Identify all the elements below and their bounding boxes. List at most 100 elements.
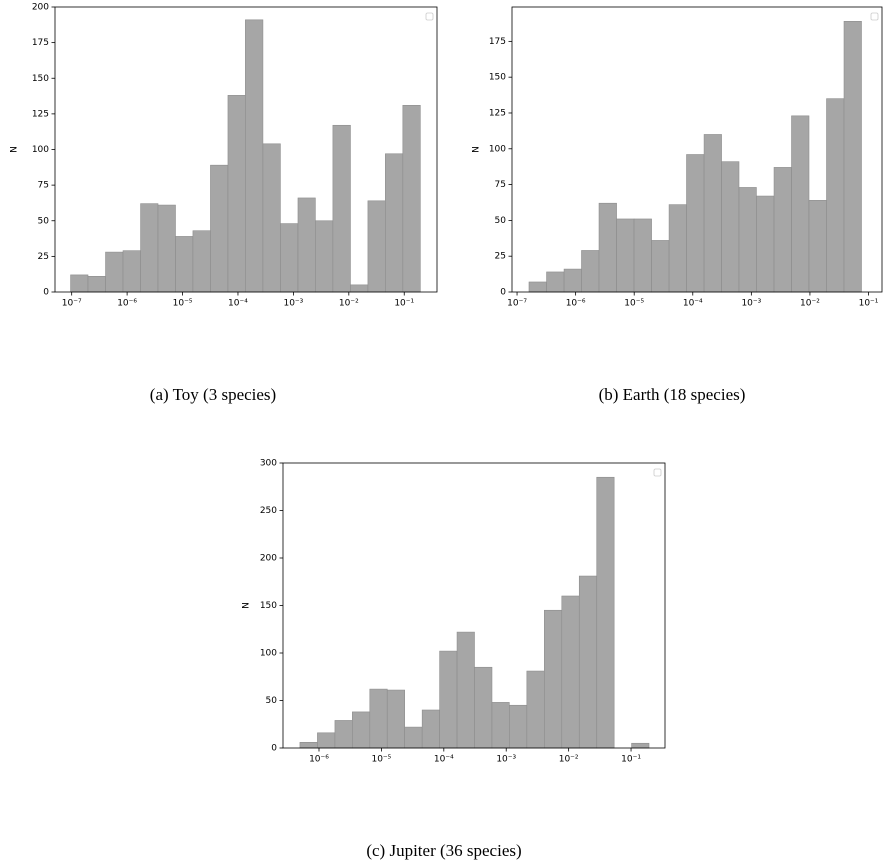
bar (528, 281, 547, 293)
y-axis-label: N (472, 146, 482, 153)
x-tick-label: 10⁻⁷ (507, 299, 527, 309)
bar (210, 164, 229, 293)
y-tick-label: 250 (260, 506, 277, 516)
y-tick-label: 25 (38, 252, 49, 262)
y-axis-label: N (242, 602, 252, 609)
y-tick-label: 300 (260, 459, 277, 469)
bar (369, 688, 388, 749)
bar (456, 631, 475, 749)
bar (439, 650, 458, 749)
bar (561, 595, 580, 749)
x-tick-label: 10⁻³ (496, 755, 516, 765)
x-tick-label: 10⁻⁵ (173, 299, 193, 309)
bar (175, 236, 194, 293)
y-tick-label: 175 (32, 38, 49, 48)
bar (843, 21, 862, 293)
bar (122, 250, 141, 293)
bar (491, 702, 510, 749)
y-tick-label: 100 (260, 649, 277, 659)
y-tick-label: 150 (260, 601, 277, 611)
x-tick-label: 10⁻⁶ (309, 755, 329, 765)
y-tick-label: 25 (495, 252, 506, 262)
bar (350, 284, 369, 293)
x-tick-label: 10⁻⁵ (624, 299, 644, 309)
bar (826, 98, 845, 293)
bar (386, 689, 405, 749)
caption: (b) Earth (18 species) (599, 385, 746, 404)
legend-box (425, 12, 434, 21)
x-tick-label: 10⁻⁶ (566, 299, 586, 309)
bar (262, 143, 281, 293)
bar (808, 200, 827, 293)
y-axis-label: N (10, 146, 20, 153)
bar (245, 19, 264, 293)
bar (686, 154, 705, 293)
bar (738, 187, 757, 293)
bar (332, 124, 351, 293)
bar (352, 711, 371, 749)
bar (105, 251, 124, 293)
bar (581, 250, 600, 293)
y-tick-label: 200 (32, 3, 49, 13)
bar (563, 268, 582, 293)
bar (578, 575, 598, 749)
bar (703, 134, 722, 293)
bar (385, 153, 404, 293)
bar (633, 218, 652, 293)
bar (402, 105, 421, 293)
y-tick-label: 0 (43, 288, 49, 298)
bar (668, 204, 687, 293)
x-tick-label: 10⁻⁴ (683, 299, 703, 309)
x-tick-label: 10⁻² (559, 755, 579, 765)
y-tick-label: 75 (38, 181, 49, 191)
bar (157, 204, 176, 293)
legend-box (870, 12, 879, 21)
bar (299, 741, 318, 749)
bar (616, 218, 635, 293)
y-tick-label: 125 (32, 109, 49, 119)
bar (87, 276, 106, 293)
bar (315, 220, 334, 293)
x-tick-label: 10⁻³ (741, 299, 761, 309)
bar (140, 203, 159, 293)
axes-frame (511, 6, 883, 293)
bar (791, 115, 810, 293)
bar (404, 726, 423, 749)
y-tick-label: 150 (32, 74, 49, 84)
x-tick-label: 10⁻⁴ (434, 755, 454, 765)
bar (70, 274, 89, 293)
y-tick-label: 50 (38, 216, 50, 226)
bar (317, 732, 336, 749)
y-tick-label: 50 (266, 696, 278, 706)
bar (421, 709, 440, 749)
x-tick-label: 10⁻¹ (394, 299, 414, 309)
bar (227, 95, 246, 293)
bar (546, 271, 565, 293)
caption: (c) Jupiter (36 species) (366, 841, 521, 860)
bar (280, 223, 299, 293)
y-tick-label: 175 (489, 37, 506, 47)
x-tick-label: 10⁻⁴ (228, 299, 248, 309)
bar (721, 161, 740, 293)
bar (756, 195, 775, 293)
bar (596, 476, 615, 749)
x-tick-label: 10⁻⁶ (117, 299, 137, 309)
x-tick-label: 10⁻⁵ (371, 755, 391, 765)
y-tick-label: 200 (260, 554, 277, 564)
bar (526, 670, 545, 749)
bar (544, 609, 563, 749)
bar (773, 167, 792, 293)
legend-box (653, 468, 662, 477)
x-tick-label: 10⁻² (800, 299, 820, 309)
y-tick-label: 50 (495, 216, 507, 226)
bar (367, 200, 386, 293)
x-tick-label: 10⁻⁷ (62, 299, 82, 309)
bar (192, 230, 211, 293)
y-tick-label: 100 (489, 144, 506, 154)
x-tick-label: 10⁻¹ (621, 755, 641, 765)
bar (651, 240, 670, 293)
bar (297, 197, 316, 293)
y-tick-label: 100 (32, 145, 49, 155)
y-tick-label: 125 (489, 108, 506, 118)
